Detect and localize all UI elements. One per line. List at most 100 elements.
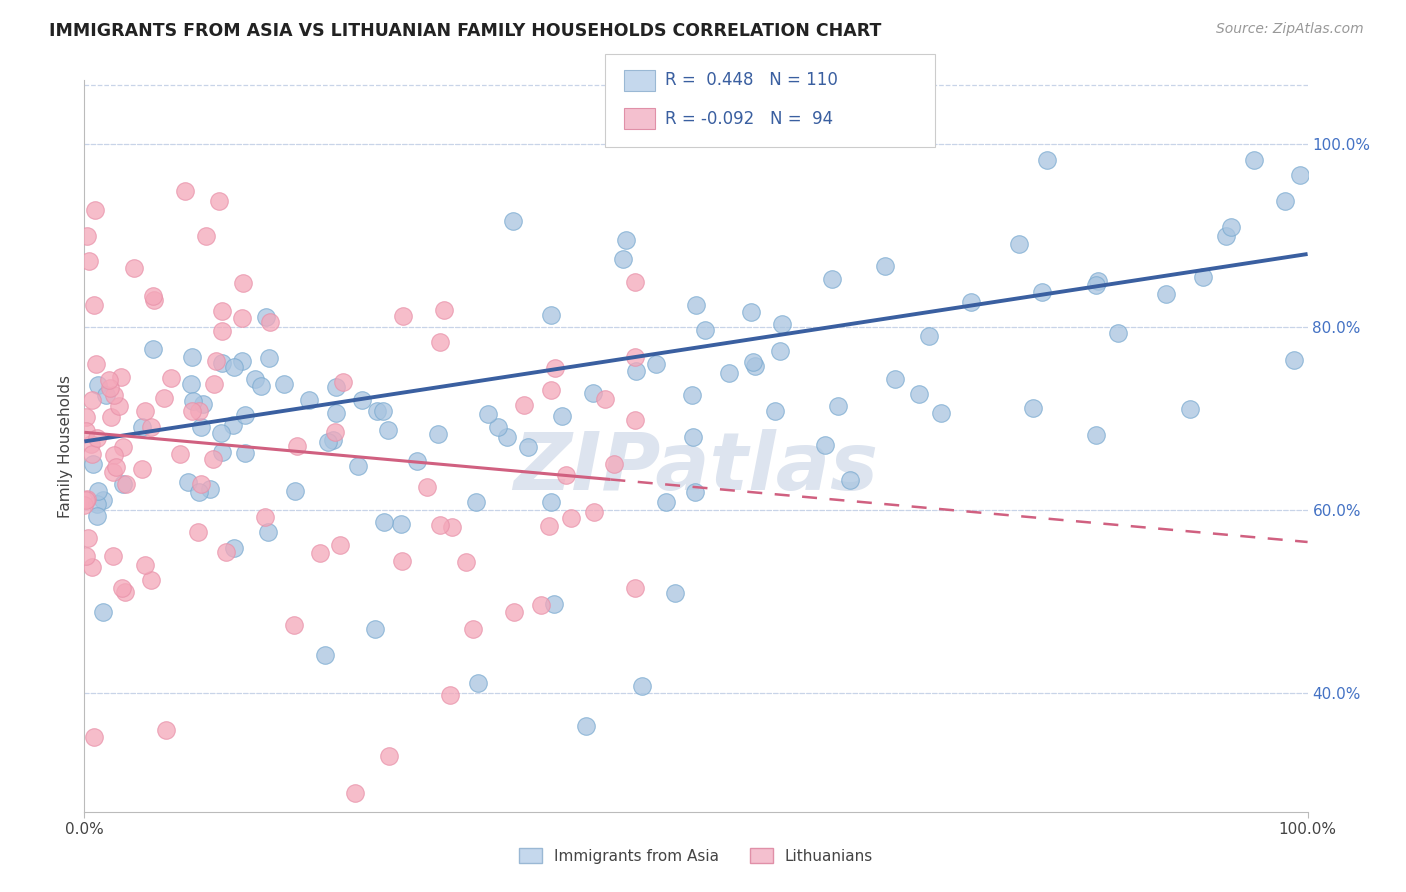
Point bbox=[273, 376, 295, 391]
Point bbox=[208, 194, 231, 209]
Point bbox=[231, 310, 253, 325]
Point bbox=[94, 388, 117, 402]
Point bbox=[153, 391, 176, 405]
Point bbox=[512, 398, 534, 412]
Point bbox=[114, 585, 136, 599]
Point bbox=[1215, 229, 1237, 244]
Point bbox=[142, 343, 165, 357]
Point bbox=[308, 545, 330, 559]
Point bbox=[224, 541, 246, 556]
Point bbox=[477, 407, 499, 421]
Point bbox=[1085, 277, 1108, 292]
Point bbox=[814, 437, 837, 451]
Point bbox=[624, 413, 647, 427]
Point bbox=[883, 372, 905, 386]
Point bbox=[222, 417, 245, 432]
Point bbox=[555, 467, 578, 482]
Point bbox=[325, 406, 347, 420]
Point bbox=[344, 787, 367, 801]
Point bbox=[314, 648, 336, 662]
Point bbox=[454, 554, 477, 568]
Point bbox=[717, 367, 740, 381]
Point bbox=[502, 214, 524, 228]
Point bbox=[190, 476, 212, 491]
Point bbox=[624, 364, 647, 378]
Point bbox=[543, 597, 565, 611]
Point bbox=[245, 372, 267, 386]
Point bbox=[141, 420, 163, 434]
Point bbox=[256, 524, 278, 539]
Point bbox=[540, 308, 562, 322]
Point bbox=[87, 483, 110, 498]
Point bbox=[373, 515, 395, 529]
Point bbox=[1035, 153, 1057, 167]
Point bbox=[134, 558, 156, 572]
Point bbox=[75, 492, 97, 507]
Point bbox=[426, 427, 449, 442]
Point bbox=[1008, 236, 1031, 251]
Point bbox=[655, 495, 678, 509]
Point bbox=[530, 599, 553, 613]
Point bbox=[112, 440, 135, 454]
Point bbox=[1022, 401, 1045, 415]
Point bbox=[103, 448, 125, 462]
Point bbox=[433, 302, 456, 317]
Point bbox=[486, 419, 509, 434]
Point bbox=[284, 483, 307, 498]
Point bbox=[1289, 168, 1312, 182]
Point bbox=[685, 298, 707, 312]
Point bbox=[134, 404, 156, 418]
Point bbox=[682, 430, 704, 444]
Point bbox=[142, 289, 165, 303]
Point bbox=[73, 498, 96, 512]
Point bbox=[540, 495, 562, 509]
Point bbox=[908, 386, 931, 401]
Point bbox=[1031, 285, 1053, 299]
Point bbox=[107, 399, 129, 413]
Point bbox=[612, 252, 634, 266]
Point bbox=[75, 549, 97, 564]
Point bbox=[582, 505, 605, 519]
Point bbox=[1274, 194, 1296, 208]
Point bbox=[80, 392, 103, 407]
Y-axis label: Family Households: Family Households bbox=[58, 375, 73, 517]
Point bbox=[257, 351, 280, 365]
Point bbox=[211, 444, 233, 458]
Point bbox=[1107, 326, 1129, 340]
Point bbox=[624, 275, 647, 289]
Point bbox=[100, 409, 122, 424]
Point bbox=[574, 718, 596, 732]
Point bbox=[77, 531, 100, 545]
Point bbox=[181, 393, 204, 408]
Point bbox=[80, 437, 103, 451]
Point bbox=[83, 730, 105, 744]
Point bbox=[740, 305, 762, 319]
Point bbox=[103, 466, 125, 480]
Point bbox=[1087, 274, 1109, 288]
Point bbox=[389, 516, 412, 531]
Point bbox=[84, 357, 107, 371]
Legend: Immigrants from Asia, Lithuanians: Immigrants from Asia, Lithuanians bbox=[513, 842, 879, 870]
Point bbox=[931, 407, 953, 421]
Point bbox=[322, 433, 344, 447]
Point bbox=[204, 354, 226, 368]
Point bbox=[254, 510, 277, 524]
Point bbox=[195, 228, 218, 243]
Point bbox=[187, 485, 209, 500]
Point bbox=[215, 545, 238, 559]
Point bbox=[630, 680, 652, 694]
Point bbox=[75, 409, 97, 424]
Point bbox=[429, 518, 451, 533]
Point bbox=[406, 453, 429, 467]
Point bbox=[544, 361, 567, 376]
Point bbox=[82, 457, 104, 471]
Text: R = -0.092   N =  94: R = -0.092 N = 94 bbox=[665, 110, 834, 128]
Point bbox=[415, 479, 437, 493]
Point bbox=[1192, 270, 1215, 285]
Text: Source: ZipAtlas.com: Source: ZipAtlas.com bbox=[1216, 22, 1364, 37]
Point bbox=[111, 477, 134, 491]
Point bbox=[960, 295, 983, 310]
Point bbox=[467, 676, 489, 690]
Point bbox=[259, 315, 281, 329]
Point bbox=[101, 549, 124, 564]
